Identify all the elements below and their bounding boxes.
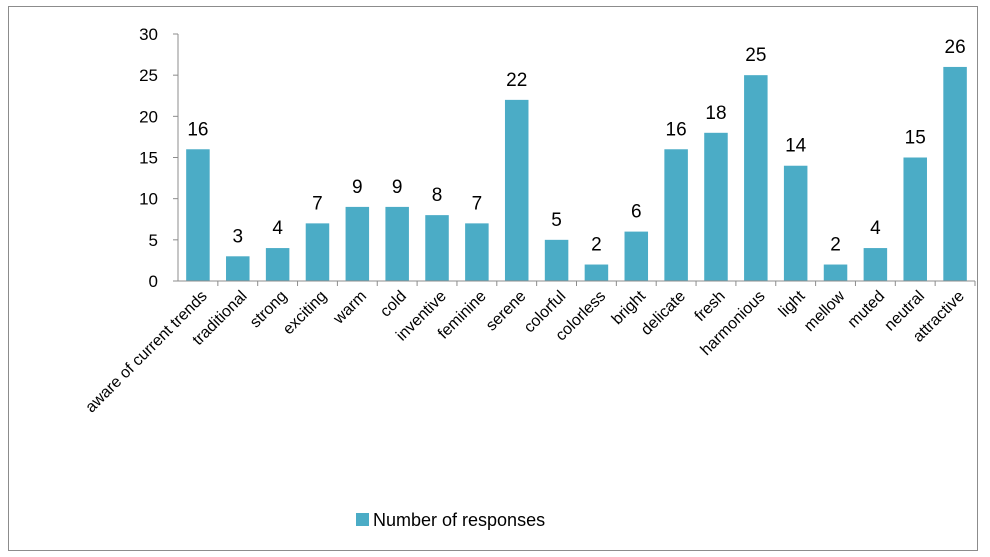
data-label: 8 xyxy=(432,185,443,206)
y-tick-label: 30 xyxy=(139,25,158,44)
bar xyxy=(903,157,927,281)
chart-frame xyxy=(8,6,978,551)
x-tick-label: mellow xyxy=(801,287,849,335)
bar xyxy=(186,149,210,281)
bar xyxy=(226,256,250,281)
data-label: 25 xyxy=(745,45,766,66)
y-tick-label: 20 xyxy=(139,107,158,126)
data-label: 22 xyxy=(506,70,527,91)
y-tick-label: 5 xyxy=(149,231,158,250)
x-tick-label: aware of current trends xyxy=(82,288,210,416)
bar xyxy=(544,239,569,281)
bar xyxy=(664,149,688,281)
bar xyxy=(624,231,649,281)
bar xyxy=(823,264,848,281)
y-axis: 0 5 10 15 20 25 30 xyxy=(139,25,179,291)
data-label: 5 xyxy=(551,210,562,231)
bar xyxy=(584,264,609,281)
data-label: 6 xyxy=(631,202,642,223)
bar xyxy=(863,248,888,281)
x-tick-label: warm xyxy=(330,288,370,328)
data-label: 26 xyxy=(945,37,966,58)
bar xyxy=(783,165,808,281)
data-label: 2 xyxy=(591,235,602,256)
bar xyxy=(265,248,290,281)
data-label: 14 xyxy=(785,136,807,157)
data-label: 3 xyxy=(232,226,243,247)
bar xyxy=(385,206,409,281)
bar xyxy=(345,206,370,281)
x-tick-label: muted xyxy=(845,288,888,331)
y-tick-label: 25 xyxy=(139,66,158,85)
bar xyxy=(504,99,529,281)
y-tick-label: 10 xyxy=(139,190,158,209)
data-label: 16 xyxy=(666,119,687,140)
y-tick-label: 15 xyxy=(139,149,158,168)
x-tick-label: delicate xyxy=(638,288,689,339)
data-label: 9 xyxy=(352,177,363,198)
legend: Number of responses xyxy=(356,510,545,530)
bar xyxy=(305,223,330,281)
bar xyxy=(744,75,768,282)
bar xyxy=(465,223,489,281)
data-label: 18 xyxy=(705,103,726,124)
x-tick-label: serene xyxy=(483,288,530,335)
data-label: 7 xyxy=(312,193,323,214)
x-tick-label: fresh xyxy=(692,288,729,325)
data-label: 4 xyxy=(272,218,283,239)
data-label: 4 xyxy=(870,218,881,239)
legend-label: Number of responses xyxy=(373,510,545,530)
data-label: 7 xyxy=(472,193,483,214)
y-tick-label: 0 xyxy=(149,272,158,291)
x-tick-label: cold xyxy=(377,288,410,321)
legend-swatch xyxy=(356,513,369,526)
data-label: 16 xyxy=(187,119,208,140)
data-label: 2 xyxy=(830,235,841,256)
data-label: 9 xyxy=(392,177,403,198)
x-axis: aware of current trendstraditionalstrong… xyxy=(82,280,976,416)
bar xyxy=(943,66,967,281)
x-tick-label: light xyxy=(776,287,809,320)
x-tick-label: exciting xyxy=(280,288,330,338)
data-label: 15 xyxy=(905,128,926,149)
bar xyxy=(704,132,728,281)
bar xyxy=(425,215,449,281)
